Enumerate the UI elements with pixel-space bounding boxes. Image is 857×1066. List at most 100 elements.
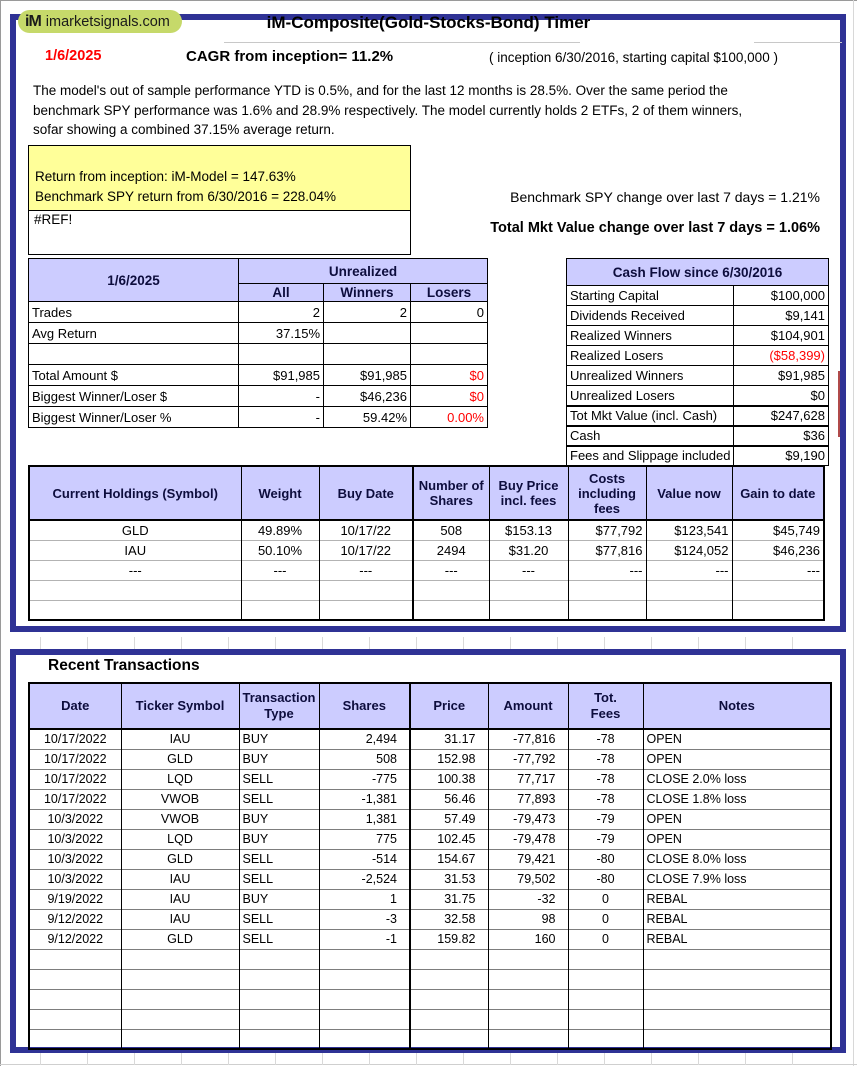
- cell: $0: [733, 385, 829, 406]
- cell: 10/3/2022: [28, 868, 121, 889]
- inception-note: ( inception 6/30/2016, starting capital …: [489, 50, 778, 65]
- cell: CLOSE 1.8% loss: [642, 788, 831, 809]
- cell: $0: [410, 364, 488, 386]
- cell: [120, 1008, 239, 1029]
- table-row: [28, 988, 831, 1009]
- table-row: GLD 49.89% 10/17/22 508 $153.13 $77,792 $123,5…: [28, 520, 824, 540]
- cell: IAU: [28, 539, 241, 560]
- cell: CLOSE 8.0% loss: [642, 848, 831, 869]
- unrealized-date-header: 1/6/2025: [28, 258, 239, 302]
- cagr-line: CAGR from inception= 11.2%: [186, 48, 394, 65]
- cell: $91,985: [733, 365, 829, 386]
- cell: VWOB: [120, 788, 239, 809]
- recent-transactions-table: Date Ticker Symbol Transaction Type Shar…: [28, 682, 832, 1050]
- table-row: 10/17/2022 GLD BUY 508 152.98 -77,792 -78 OPEN: [28, 748, 831, 769]
- cell: -: [238, 385, 324, 407]
- cell: [28, 988, 121, 1009]
- cell: Cash: [566, 424, 734, 446]
- cell: 56.46: [409, 788, 488, 809]
- cell: [642, 1028, 831, 1049]
- cell: [28, 579, 241, 600]
- cell: [487, 1028, 568, 1049]
- cell: [238, 1028, 319, 1049]
- cell: ---: [731, 559, 824, 580]
- col-header-shares: Number of Shares: [412, 466, 489, 521]
- cell: -79: [567, 828, 643, 849]
- col-header-price: Price: [409, 683, 488, 730]
- cell: REBAL: [642, 908, 831, 929]
- cell: 77,717: [487, 768, 568, 789]
- table-row: Avg Return 37.15%: [28, 322, 488, 344]
- cell: [487, 948, 568, 969]
- cell: -78: [567, 729, 643, 749]
- performance-description: The model's out of sample performance YT…: [33, 83, 743, 137]
- cell: 0: [567, 908, 643, 929]
- logo[interactable]: iM imarketsignals.com: [18, 10, 182, 33]
- col-header-losers: Losers: [410, 283, 488, 302]
- cell: OPEN: [642, 828, 831, 849]
- cell: -1,381: [318, 788, 410, 809]
- cell: Unrealized Winners: [566, 365, 734, 386]
- im-logo-mark: iM: [25, 12, 42, 30]
- table-header-row: Cash Flow since 6/30/2016: [566, 258, 829, 286]
- cash-flow-table: Cash Flow since 6/30/2016 Starting Capit…: [566, 258, 829, 466]
- cell: 508: [318, 748, 410, 769]
- cell: -80: [567, 848, 643, 869]
- cell: [567, 599, 646, 620]
- col-header-gain: Gain to date: [731, 466, 824, 521]
- cash-flow-title: Cash Flow since 6/30/2016: [566, 258, 829, 286]
- divider-line: [224, 42, 580, 43]
- cell: 100.38: [409, 768, 488, 789]
- cell: [28, 948, 121, 969]
- cell: $77,816: [567, 539, 646, 560]
- cell: $45,749: [731, 520, 824, 540]
- cell: SELL: [238, 868, 319, 889]
- cell: -775: [318, 768, 410, 789]
- cell: ($58,399): [733, 345, 829, 366]
- cell: 77,893: [487, 788, 568, 809]
- table-row: Unrealized Winners $91,985: [566, 365, 829, 386]
- cell: [567, 988, 643, 1009]
- cell: Trades: [28, 301, 239, 323]
- unrealized-table: 1/6/2025 Unrealized All Winners Losers T…: [28, 258, 488, 428]
- cell: [240, 579, 319, 600]
- cell: [238, 948, 319, 969]
- window-frame-right: [853, 0, 854, 1066]
- cell: 159.82: [409, 928, 488, 949]
- cell: Tot Mkt Value (incl. Cash): [566, 404, 734, 426]
- cell: ---: [318, 559, 413, 580]
- cell: OPEN: [642, 748, 831, 769]
- page-title: iM-Composite(Gold-Stocks-Bond) Timer: [266, 13, 591, 32]
- cell: REBAL: [642, 888, 831, 909]
- cell: [731, 599, 824, 620]
- table-row: 10/3/2022 VWOB BUY 1,381 57.49 -79,473 -79 OPEN: [28, 808, 831, 829]
- cell: Total Amount $: [28, 364, 239, 386]
- table-row: 10/17/2022 VWOB SELL -1,381 56.46 77,893 -78 CL…: [28, 788, 831, 809]
- cell: -78: [567, 748, 643, 769]
- cell: 1: [318, 888, 410, 909]
- cell: [412, 579, 489, 600]
- cell: -79,478: [487, 828, 568, 849]
- cell: SELL: [238, 788, 319, 809]
- return-summary-box: Return from inception: iM-Model = 147.63…: [28, 145, 411, 211]
- cell: 98: [487, 908, 568, 929]
- table-row: Fees and Slippage included $9,190: [566, 444, 829, 466]
- red-marker-line: [838, 371, 840, 437]
- cell: -78: [567, 788, 643, 809]
- table-row: 9/12/2022 GLD SELL -1 159.82 160 0 REBAL: [28, 928, 831, 949]
- cell: ---: [645, 559, 732, 580]
- table-row: Cash $36: [566, 424, 829, 446]
- cell: BUY: [238, 888, 319, 909]
- cell: [238, 988, 319, 1009]
- cell: [318, 579, 413, 600]
- table-row: 10/17/2022 LQD SELL -775 100.38 77,717 -78 CLOS…: [28, 768, 831, 789]
- cell: CLOSE 2.0% loss: [642, 768, 831, 789]
- spreadsheet-gridline-ticks: [40, 1053, 835, 1065]
- cell: SELL: [238, 908, 319, 929]
- cell: [120, 1028, 239, 1049]
- col-header-all: All: [238, 283, 324, 302]
- cell: Dividends Received: [566, 305, 734, 326]
- cell: $46,236: [731, 539, 824, 560]
- cell: 10/17/2022: [28, 768, 121, 789]
- report-date: 1/6/2025: [45, 48, 102, 64]
